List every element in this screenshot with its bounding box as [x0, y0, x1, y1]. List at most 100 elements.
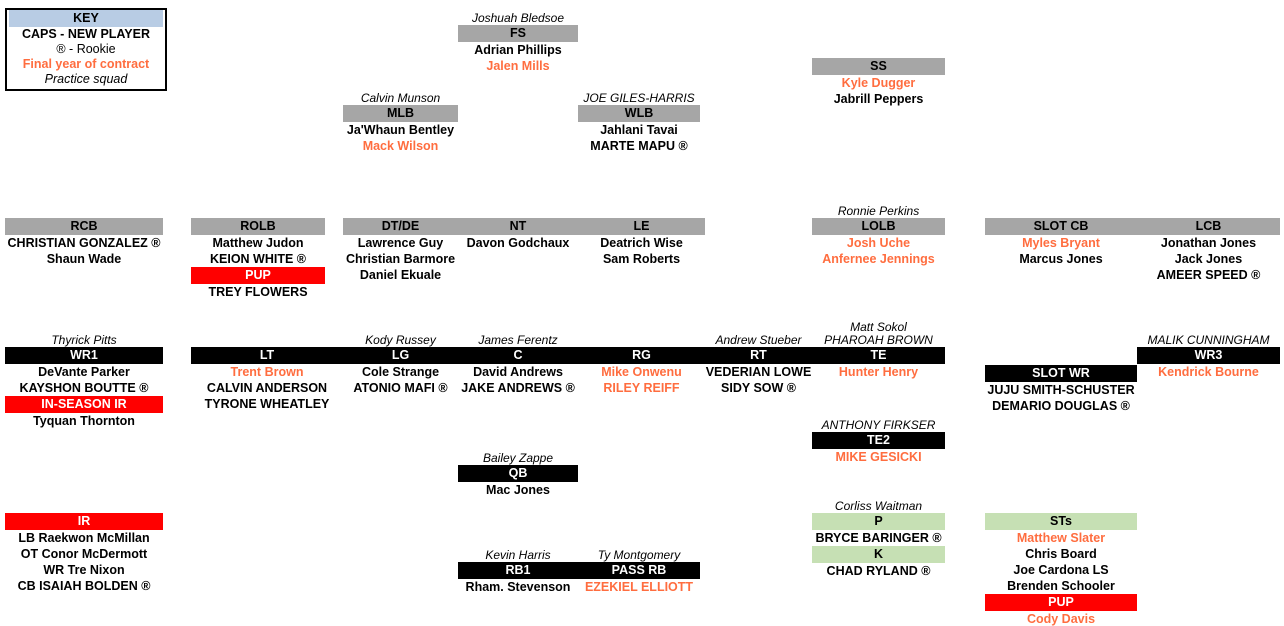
player-name: Anfernee Jennings [822, 252, 935, 266]
player-name: Cole Strange [361, 365, 440, 379]
status-header: IR [5, 513, 163, 530]
group-lg: Kody Russey LG Cole Strange ATONIO MAFI ® [343, 334, 458, 396]
player-name: JAKE ANDREWS ® [461, 381, 575, 395]
key-legend-row: CAPS - NEW PLAYER [21, 27, 151, 41]
player-name: SIDY SOW ® [721, 381, 796, 395]
position-header: WLB [578, 105, 700, 122]
player-name: Kyle Dugger [841, 76, 916, 90]
player-name: Deatrich Wise [600, 236, 683, 250]
player-name: Trent Brown [230, 365, 304, 379]
position-header: RCB [5, 218, 163, 235]
position-header: TE2 [812, 432, 945, 449]
player-name: Cody Davis [1026, 612, 1096, 626]
status-header: PUP [191, 267, 325, 284]
practice-squad-name: Practice squad [44, 72, 128, 86]
position-header: P [812, 513, 945, 530]
group-p-k: Corliss Waitman P BRYCE BARINGER ® K CHAD RY… [812, 500, 945, 579]
practice-squad-name: Matt Sokol [850, 320, 907, 334]
position-header: RT [705, 347, 812, 364]
position-header: WR1 [5, 347, 163, 364]
player-name: Daniel Ekuale [359, 268, 442, 282]
player-name: WR Tre Nixon [43, 563, 125, 577]
practice-squad-name: Thyrick Pitts [51, 333, 117, 347]
player-name: Rham. Stevenson [465, 580, 571, 594]
position-header: KEY [9, 10, 163, 27]
practice-squad-name: Ronnie Perkins [837, 204, 920, 218]
group-ir: IR LB Raekwon McMillan OT Conor McDermott W… [5, 513, 163, 594]
player-name: Josh Uche [846, 236, 911, 250]
player-name: Marcus Jones [1019, 252, 1103, 266]
position-header: LT [191, 347, 343, 364]
position-header: QB [458, 465, 578, 482]
status-header: PUP [985, 594, 1137, 611]
player-name: DEMARIO DOUGLAS ® [992, 399, 1130, 413]
position-header: LE [578, 218, 705, 235]
player-name: Matthew Judon [212, 236, 304, 250]
group-mlb: Calvin Munson MLB Ja'Whaun Bentley Mack Wil… [343, 92, 458, 154]
player-name: DeVante Parker [38, 365, 130, 379]
player-name: KAYSHON BOUTTE ® [19, 381, 149, 395]
group-wr1: Thyrick Pitts WR1 DeVante Parker KAYSHON BO… [5, 334, 163, 429]
group-pass-rb: Ty Montgomery PASS RB EZEKIEL ELLIOTT [578, 549, 700, 595]
player-name: Ja'Whaun Bentley [346, 123, 455, 137]
player-name: David Andrews [473, 365, 563, 379]
position-header: C [458, 347, 578, 364]
player-name: Mike Onwenu [601, 365, 682, 379]
player-name: Mack Wilson [362, 139, 439, 153]
position-header: LOLB [812, 218, 945, 235]
practice-squad-name: Kevin Harris [485, 548, 551, 562]
player-name: JUJU SMITH-SCHUSTER [987, 383, 1135, 397]
player-name: Hunter Henry [838, 365, 919, 379]
player-name: Myles Bryant [1022, 236, 1100, 250]
group-fs: Joshuah Bledsoe FS Adrian Phillips Jalen Mi… [458, 12, 578, 74]
position-header: SLOT CB [985, 218, 1137, 235]
position-header: FS [458, 25, 578, 42]
group-rolb: ROLB Matthew Judon KEION WHITE ® PUP TREY FL… [191, 218, 325, 300]
group-rb1: Kevin Harris RB1 Rham. Stevenson [458, 549, 578, 595]
player-name: LB Raekwon McMillan [18, 531, 150, 545]
player-name: CHAD RYLAND ® [826, 564, 931, 578]
position-header: PASS RB [578, 562, 700, 579]
practice-squad-name: Corliss Waitman [834, 499, 923, 513]
practice-squad-name: Kody Russey [365, 333, 436, 347]
practice-squad-name: James Ferentz [478, 333, 558, 347]
player-name: Kendrick Bourne [1158, 365, 1259, 379]
group-wlb: JOE GILES-HARRIS WLB Jahlani Tavai MARTE MA… [578, 92, 700, 154]
player-name: Shaun Wade [46, 252, 122, 266]
group-te: Matt Sokol PHAROAH BROWN TE Hunter Henry [812, 321, 945, 380]
player-name: Jabrill Peppers [833, 92, 924, 106]
player-name: Davon Godchaux [466, 236, 570, 250]
player-name: RILEY REIFF [603, 381, 680, 395]
group-lcb: LCB Jonathan Jones Jack Jones AMEER SPEED ® [1137, 218, 1280, 283]
group-rg: RG Mike Onwenu RILEY REIFF [578, 347, 705, 396]
player-name: Adrian Phillips [474, 43, 562, 57]
player-name: Jack Jones [1174, 252, 1243, 266]
player-name: Matthew Slater [1016, 531, 1106, 545]
group-dtde: DT/DE Lawrence Guy Christian Barmore Daniel… [343, 218, 458, 283]
player-name: EZEKIEL ELLIOTT [584, 580, 694, 594]
key-legend-row: ® - Rookie [56, 42, 116, 56]
practice-squad-name: Bailey Zappe [482, 451, 554, 465]
group-lolb: Ronnie Perkins LOLB Josh Uche Anfernee Jenn… [812, 205, 945, 267]
group-rt: Andrew Stueber RT VEDERIAN LOWE SIDY SOW ® [705, 334, 812, 396]
position-header: ROLB [191, 218, 325, 235]
player-name: Chris Board [1025, 547, 1097, 561]
position-header: TE [812, 347, 945, 364]
practice-squad-name: ANTHONY FIRKSER [821, 418, 936, 432]
player-name: Jalen Mills [486, 59, 550, 73]
group-nt: NT Davon Godchaux [458, 218, 578, 251]
position-header: RB1 [458, 562, 578, 579]
position-header: LCB [1137, 218, 1280, 235]
group-wr3: MALIK CUNNINGHAM WR3 Kendrick Bourne [1137, 334, 1280, 380]
group-slot-wr: SLOT WR JUJU SMITH-SCHUSTER DEMARIO DOUGLA… [985, 365, 1137, 414]
practice-squad-name: Ty Montgomery [597, 548, 681, 562]
player-name: Christian Barmore [345, 252, 456, 266]
player-name: Joe Cardona LS [1013, 563, 1109, 577]
group-sts: STs Matthew Slater Chris Board Joe Cardona … [985, 513, 1137, 626]
position-header: STs [985, 513, 1137, 530]
player-name: MARTE MAPU ® [590, 139, 688, 153]
position-header: DT/DE [343, 218, 458, 235]
player-name: CALVIN ANDERSON [206, 381, 328, 395]
player-name: VEDERIAN LOWE [705, 365, 812, 379]
